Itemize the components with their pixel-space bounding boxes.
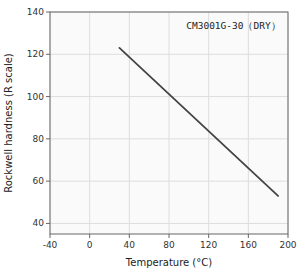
- grid-line: [50, 96, 288, 97]
- x-axis: -40 0 40 80 120 160 200: [43, 234, 297, 250]
- grid-line: [169, 12, 170, 234]
- grid: [50, 12, 288, 234]
- grid-line: [248, 12, 249, 234]
- tick-mark: [248, 234, 249, 238]
- tick-mark: [46, 96, 50, 97]
- grid-line: [50, 138, 288, 139]
- tick-mark: [46, 54, 50, 55]
- tick-label: 100: [27, 92, 44, 102]
- tick-label: 80: [163, 240, 175, 250]
- annotation: CM3001G-30（DRY）: [186, 20, 280, 31]
- y-axis: 40 60 80 100 120 140: [27, 7, 50, 228]
- grid-line: [50, 54, 288, 55]
- series-group: [119, 48, 278, 196]
- tick-mark: [50, 234, 51, 238]
- tick-mark: [169, 234, 170, 238]
- y-axis-label: Rockwell hardness (R scale): [3, 53, 14, 193]
- tick-label: 120: [27, 49, 44, 59]
- line: [119, 48, 278, 196]
- tick-label: 40: [124, 240, 136, 250]
- tick-mark: [89, 234, 90, 238]
- tick-label: 40: [33, 218, 45, 228]
- tick-mark: [288, 234, 289, 238]
- x-axis-label: Temperature (°C): [125, 257, 212, 268]
- tick-mark: [129, 234, 130, 238]
- tick-label: 160: [240, 240, 257, 250]
- tick-mark: [46, 12, 50, 13]
- chart: -40 0 40 80 120 160 200 40 60 80 100 120 140 Temperat…: [0, 0, 300, 272]
- tick-label: -40: [43, 240, 58, 250]
- tick-label: 0: [87, 240, 93, 250]
- tick-label: 80: [33, 134, 45, 144]
- grid-line: [129, 12, 130, 234]
- tick-mark: [46, 138, 50, 139]
- tick-label: 200: [279, 240, 296, 250]
- tick-label: 60: [33, 176, 45, 186]
- tick-label: 140: [27, 7, 44, 17]
- tick-mark: [46, 223, 50, 224]
- tick-mark: [46, 181, 50, 182]
- tick-label: 120: [200, 240, 217, 250]
- plot-area: [50, 12, 288, 234]
- plot-frame: [50, 12, 288, 234]
- grid-line: [89, 12, 90, 234]
- tick-mark: [208, 234, 209, 238]
- grid-line: [50, 223, 288, 224]
- grid-line: [208, 12, 209, 234]
- grid-line: [50, 181, 288, 182]
